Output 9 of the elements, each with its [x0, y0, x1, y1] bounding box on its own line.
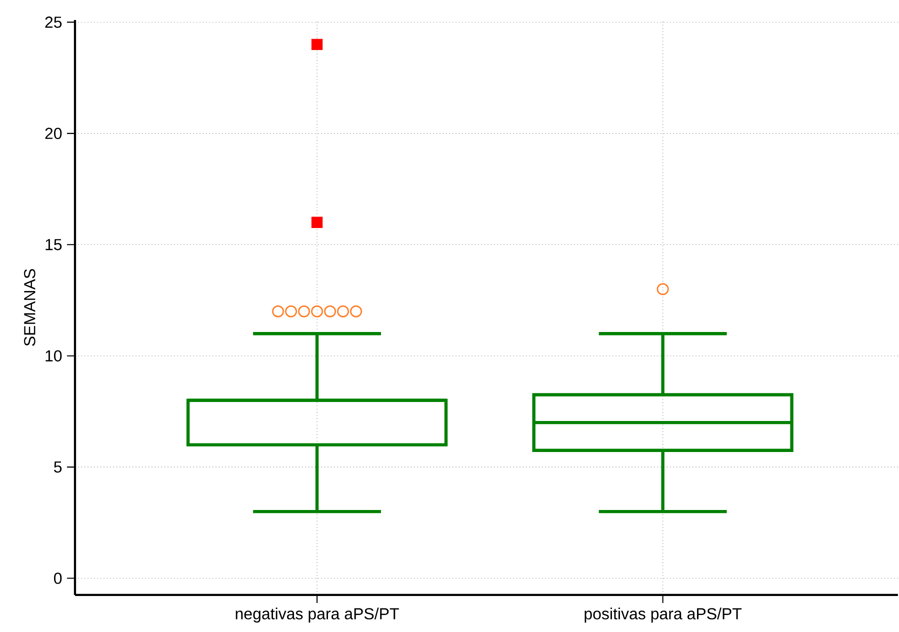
y-tick-label: 5 — [54, 462, 62, 473]
y-tick-label: 25 — [45, 16, 62, 28]
x-tick-label: positivas para aPS/PT — [584, 608, 742, 623]
y-tick-label: 10 — [46, 350, 62, 362]
y-tick-label: 0 — [54, 572, 62, 584]
y-axis-title: SEMANAS — [24, 269, 36, 346]
y-tick-label: 20 — [45, 128, 62, 140]
x-tick-label: negativas para aPS/PT — [236, 608, 399, 623]
y-tick-label: 15 — [46, 239, 62, 250]
